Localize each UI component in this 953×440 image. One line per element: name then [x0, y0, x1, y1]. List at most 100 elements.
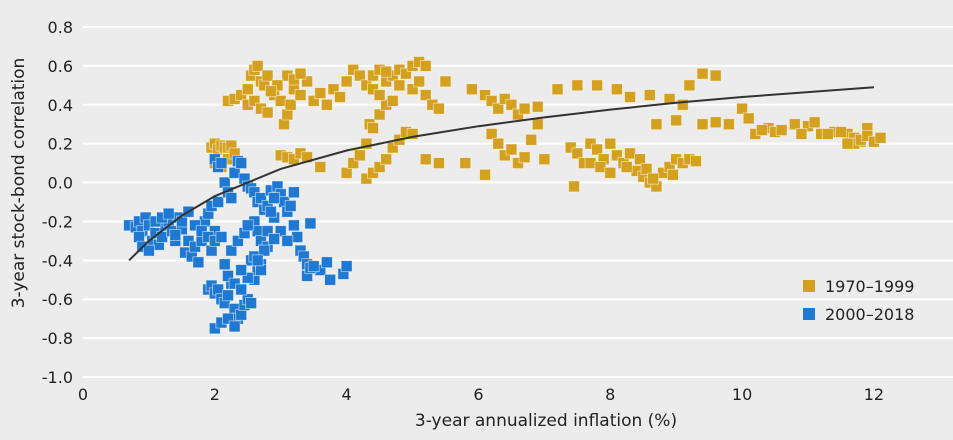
data-point: [634, 153, 646, 166]
data-point: [324, 273, 337, 286]
data-point: [284, 98, 297, 111]
data-point: [666, 168, 679, 181]
data-point: [255, 192, 267, 205]
data-point: [551, 83, 564, 96]
data-point: [251, 59, 264, 72]
data-point: [304, 217, 317, 230]
y-axis-ticks: -1.0 -0.8 -0.6 -0.4 -0.2 0.0 0.2 0.4 0.6 0.8: [42, 18, 73, 387]
data-point: [215, 157, 228, 170]
data-point: [215, 231, 228, 243]
y-tick-label: -1.0: [42, 368, 73, 387]
data-point: [841, 137, 854, 150]
data-point: [274, 94, 287, 107]
data-point: [347, 157, 360, 170]
data-point: [314, 161, 327, 173]
data-point: [419, 153, 432, 166]
data-point: [261, 106, 274, 119]
data-point: [251, 254, 264, 267]
data-point: [301, 75, 313, 88]
data-point: [736, 102, 748, 115]
data-point: [235, 157, 248, 170]
data-point: [294, 67, 307, 80]
data-point: [320, 256, 333, 269]
data-point: [258, 244, 271, 257]
data-point: [380, 65, 393, 78]
data-point: [696, 118, 709, 131]
data-point: [222, 312, 234, 325]
data-point: [288, 219, 300, 232]
data-point: [393, 79, 406, 92]
data-point: [531, 118, 544, 131]
legend-swatch-1970-1999: [803, 280, 815, 292]
data-point: [821, 128, 834, 140]
data-point: [294, 89, 307, 101]
data-point: [143, 244, 155, 257]
data-point: [320, 98, 333, 111]
data-point: [225, 192, 238, 205]
data-point: [610, 83, 623, 96]
data-point: [696, 67, 709, 80]
legend: 1970–1999 2000–2018: [803, 277, 914, 324]
data-point: [647, 172, 660, 185]
y-tick-label: 0.8: [48, 18, 73, 37]
data-point: [241, 271, 254, 284]
data-point: [274, 225, 287, 238]
data-point: [307, 260, 320, 273]
data-point: [222, 269, 234, 282]
data-point: [261, 69, 274, 82]
y-tick-label: 0.6: [48, 57, 73, 76]
data-point: [485, 128, 498, 140]
data-point: [604, 137, 617, 150]
data-point: [360, 137, 373, 150]
data-point: [413, 75, 426, 88]
data-point: [531, 100, 544, 113]
data-point: [327, 83, 340, 96]
data-point: [518, 151, 531, 164]
y-tick-label: 0.0: [48, 174, 73, 193]
data-point: [162, 207, 175, 220]
data-point: [212, 196, 225, 208]
data-point: [340, 166, 353, 179]
data-point: [218, 258, 231, 271]
data-point: [386, 141, 399, 154]
data-point: [571, 79, 584, 92]
legend-label-1970-1999: 1970–1999: [825, 277, 914, 296]
data-point: [505, 98, 518, 111]
data-point: [874, 131, 887, 144]
data-point: [591, 143, 603, 156]
data-point: [406, 128, 419, 140]
data-point: [640, 163, 653, 175]
data-point: [568, 180, 580, 193]
data-point: [433, 102, 445, 115]
data-point: [235, 264, 248, 276]
data-point: [433, 157, 445, 170]
data-point: [835, 126, 847, 138]
data-point: [591, 79, 603, 92]
data-point: [307, 94, 320, 107]
y-tick-label: 0.2: [48, 135, 73, 154]
data-points: [123, 56, 887, 335]
data-point: [334, 91, 346, 103]
data-point: [406, 83, 419, 96]
data-point: [245, 297, 257, 310]
data-point: [288, 186, 300, 199]
data-point: [353, 69, 366, 82]
legend-label-2000-2018: 2000–2018: [825, 305, 914, 324]
data-point: [479, 168, 491, 181]
data-point: [690, 155, 702, 168]
data-point: [795, 128, 808, 140]
data-point: [650, 118, 663, 131]
data-point: [709, 69, 722, 82]
data-point: [683, 79, 696, 92]
data-point: [742, 112, 755, 125]
data-point: [192, 256, 205, 269]
data-point: [584, 157, 597, 170]
data-point: [439, 75, 452, 88]
data-point: [281, 234, 294, 247]
x-axis-ticks: 0 2 4 6 8 10 12: [78, 385, 884, 404]
data-point: [624, 147, 636, 160]
data-point: [808, 116, 821, 129]
data-point: [492, 137, 505, 150]
data-point: [380, 153, 393, 166]
x-tick-label: 10: [732, 385, 752, 404]
